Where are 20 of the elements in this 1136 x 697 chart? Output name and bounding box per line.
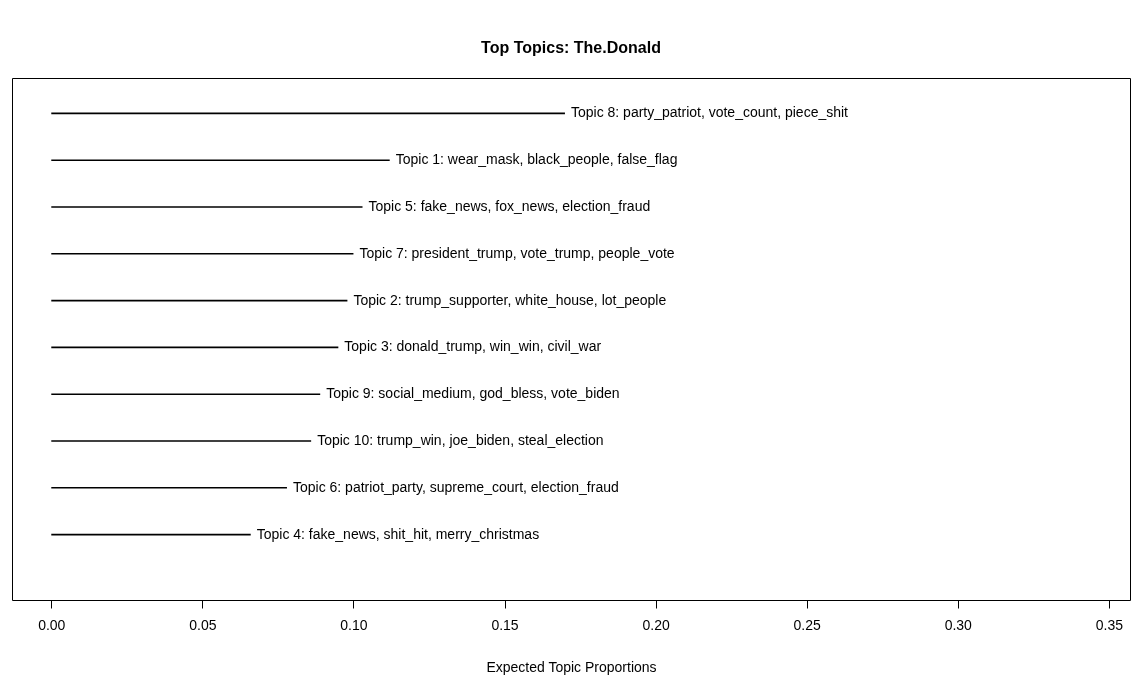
y-tick-label: Topic 2: trump_supporter, white_house, lot_people [353, 291, 667, 308]
y-tick-label: Topic 7: president_trump, vote_trump, people_vote [359, 244, 675, 261]
x-tick-label: 0.15 [491, 616, 519, 633]
y-tick-label: Topic 4: fake_news, shit_hit, merry_christmas [256, 525, 540, 542]
x-tick-label: 0.20 [642, 616, 670, 633]
y-tick-label: Topic 8: party_patriot, vote_count, piece_shit [570, 104, 849, 121]
x-tick-label: 0.35 [1095, 616, 1124, 633]
y-tick-label: Topic 5: fake_news, fox_news, election_fraud [368, 198, 651, 214]
x-tick-label: 0.10 [340, 616, 368, 633]
x-tick-label: 0.00 [38, 616, 66, 633]
y-tick-label: Topic 10: trump_win, joe_biden, steal_election [317, 432, 604, 448]
y-tick-label: Topic 3: donald_trump, win_win, civil_war [344, 338, 602, 355]
y-tick-label: Topic 6: patriot_party, supreme_court, election_fraud [292, 478, 619, 495]
y-tick-label: Topic 1: wear_mask, black_people, false_flag [395, 151, 678, 168]
chart-title: Top Topics: The.Donald [481, 39, 661, 56]
x-tick-label: 0.30 [944, 616, 973, 633]
x-tick-label: 0.25 [793, 616, 822, 633]
x-axis-title: Expected Topic Proportions [486, 658, 657, 675]
y-tick-label: Topic 9: social_medium, god_bless, vote_biden [326, 385, 620, 402]
x-tick-label: 0.05 [189, 616, 217, 633]
